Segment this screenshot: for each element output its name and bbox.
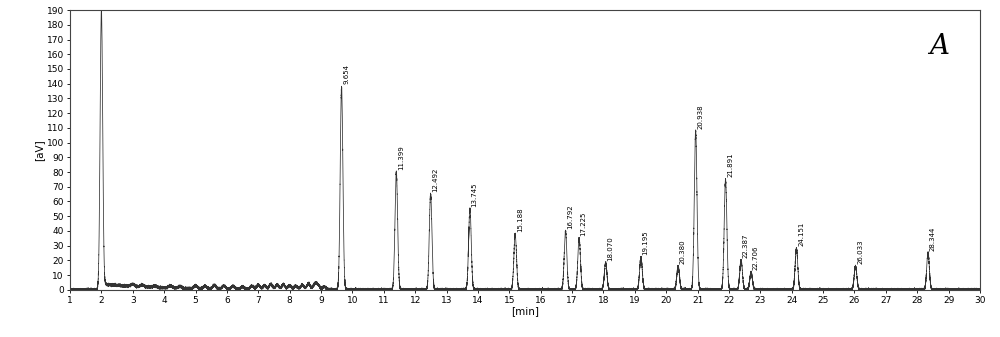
Y-axis label: [aV]: [aV] bbox=[34, 139, 44, 161]
Text: 11.399: 11.399 bbox=[398, 145, 404, 170]
Text: 17.225: 17.225 bbox=[581, 212, 587, 236]
Text: 19.195: 19.195 bbox=[643, 231, 649, 255]
Text: 16.792: 16.792 bbox=[567, 204, 573, 229]
Text: 12.492: 12.492 bbox=[432, 167, 438, 192]
Text: 18.070: 18.070 bbox=[607, 236, 613, 261]
X-axis label: [min]: [min] bbox=[511, 306, 539, 316]
Text: 20.938: 20.938 bbox=[697, 104, 703, 129]
Text: A: A bbox=[929, 33, 949, 60]
Text: 24.151: 24.151 bbox=[798, 222, 804, 246]
Text: 28.344: 28.344 bbox=[930, 226, 936, 251]
Text: 21.891: 21.891 bbox=[727, 153, 733, 177]
Text: 22.387: 22.387 bbox=[743, 234, 749, 258]
Text: 9.654: 9.654 bbox=[343, 64, 349, 85]
Text: 15.188: 15.188 bbox=[517, 207, 523, 232]
Text: 13.745: 13.745 bbox=[471, 182, 477, 207]
Text: 26.033: 26.033 bbox=[857, 239, 863, 264]
Text: 20.380: 20.380 bbox=[680, 239, 686, 264]
Text: 22.706: 22.706 bbox=[753, 245, 759, 270]
